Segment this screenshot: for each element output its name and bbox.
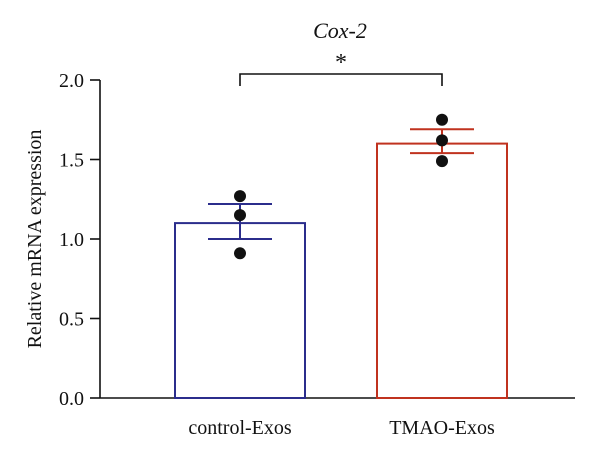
significance-bracket-line bbox=[239, 73, 443, 86]
bar-tmao-exos bbox=[376, 142, 508, 399]
y-tick-label: 1.0 bbox=[59, 229, 84, 251]
bars bbox=[174, 142, 508, 399]
x-axis-tick-labels: control-Exos TMAO-Exos bbox=[188, 417, 495, 439]
data-point bbox=[234, 190, 246, 203]
y-tick-label: 1.5 bbox=[59, 150, 84, 172]
x-tick-label-tmao-exos: TMAO-Exos bbox=[389, 417, 495, 439]
x-tick-label-control-exos: control-Exos bbox=[188, 417, 292, 439]
data-point bbox=[436, 113, 448, 126]
y-axis-label: Relative mRNA expression bbox=[24, 130, 46, 349]
data-point bbox=[234, 209, 246, 222]
y-tick-label: 0.5 bbox=[59, 309, 84, 331]
y-tick-label: 2.0 bbox=[59, 70, 84, 92]
data-point bbox=[436, 155, 448, 168]
data-point bbox=[234, 247, 246, 260]
significance-bracket bbox=[239, 73, 443, 86]
data-points bbox=[234, 113, 448, 260]
significance-label: * bbox=[335, 50, 347, 76]
data-point bbox=[436, 134, 448, 147]
y-axis-ticks: 0.0 0.5 1.0 1.5 2.0 bbox=[59, 70, 100, 410]
y-tick-label: 0.0 bbox=[59, 388, 84, 410]
chart-title: Cox-2 bbox=[313, 18, 367, 43]
